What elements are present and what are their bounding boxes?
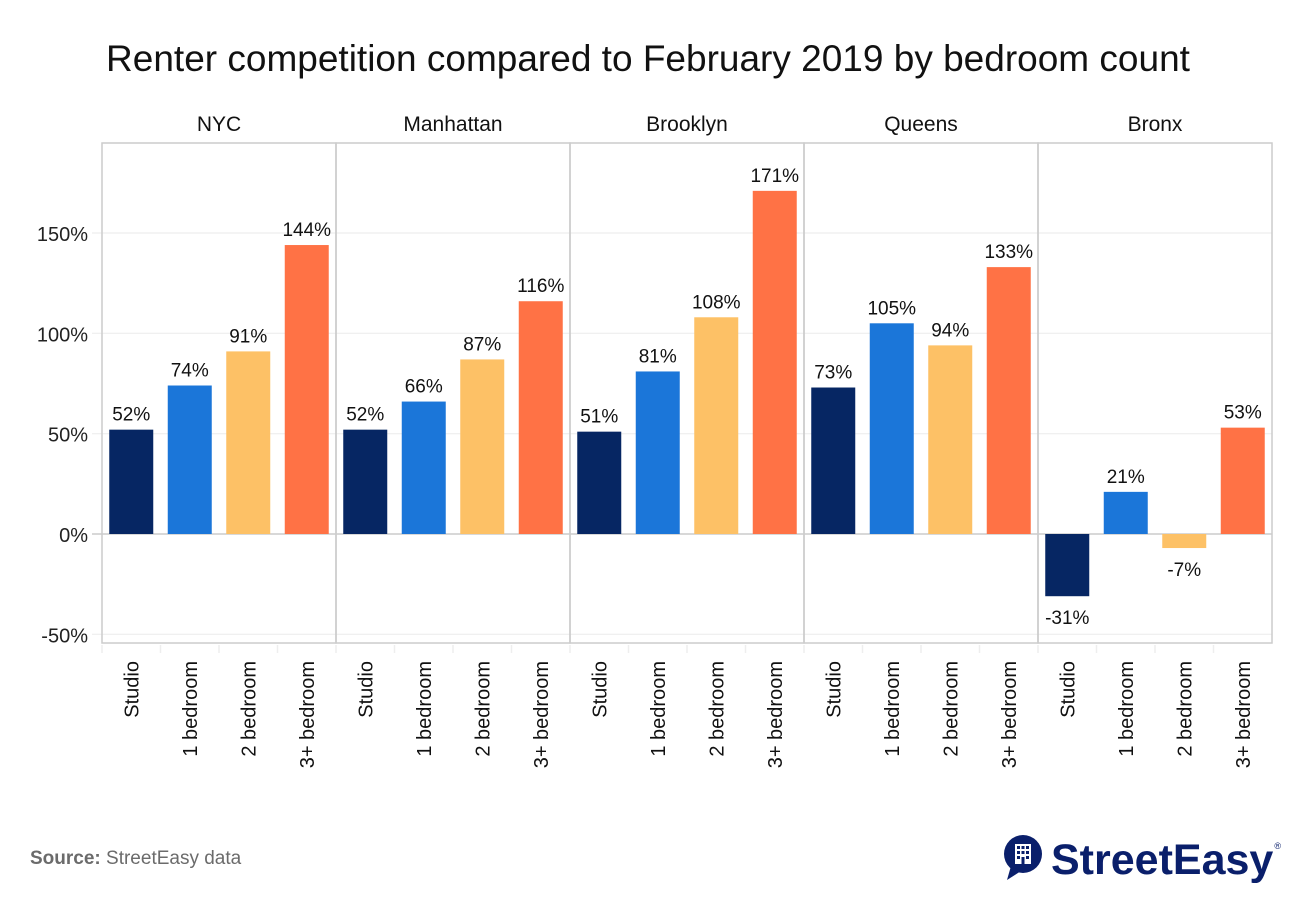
bar (1103, 491, 1148, 534)
x-tick-label: 3+ bedroom (531, 661, 553, 768)
bar (518, 301, 563, 534)
x-tick-label: Studio (823, 661, 845, 718)
data-label: 108% (692, 292, 741, 313)
bar (752, 190, 797, 535)
logo-wordmark: StreetEasy (1051, 835, 1274, 884)
x-tick-label: 1 bedroom (882, 661, 904, 757)
y-tick-label: 50% (48, 425, 88, 447)
data-label: 52% (346, 405, 384, 426)
x-tick-label: Studio (1057, 661, 1079, 718)
y-tick-label: 0% (59, 525, 88, 547)
panel-title: Brooklyn (646, 113, 728, 136)
bar (1220, 427, 1265, 534)
data-label: -31% (1045, 608, 1089, 629)
x-tick-label: 1 bedroom (1116, 661, 1138, 757)
bar (1045, 534, 1090, 597)
bar (109, 429, 154, 534)
bar (226, 351, 271, 534)
bar (343, 429, 388, 534)
x-tick-label: 3+ bedroom (1233, 661, 1255, 768)
x-tick-label: 2 bedroom (238, 661, 260, 757)
bar (167, 385, 212, 534)
x-tick-label: 3+ bedroom (999, 661, 1021, 768)
faceted-bar-chart: -50% 0% 50% 100% 150% NYC 52% Studio 74% 1 bedroo… (37, 113, 1273, 768)
bar (577, 431, 622, 534)
bar (928, 345, 973, 534)
data-label: 116% (517, 276, 564, 297)
y-tick-label: -50% (41, 625, 88, 647)
data-label: 94% (931, 320, 969, 341)
x-tick-label: 1 bedroom (648, 661, 670, 757)
bar (401, 401, 446, 534)
data-label: 52% (112, 405, 150, 426)
registered-mark: ® (1274, 841, 1281, 851)
bar (986, 267, 1031, 534)
x-tick-label: 3+ bedroom (765, 661, 787, 768)
x-tick-label: 1 bedroom (414, 661, 436, 757)
data-label: 87% (463, 334, 501, 355)
bar (694, 317, 739, 534)
data-label: 81% (639, 346, 677, 367)
bar (1162, 534, 1207, 549)
bar (460, 359, 505, 534)
x-tick-label: 2 bedroom (940, 661, 962, 757)
x-tick-label: 2 bedroom (706, 661, 728, 757)
bar (635, 371, 680, 534)
data-label: 105% (867, 298, 916, 319)
source-text: StreetEasy data (106, 848, 242, 869)
data-label: 91% (229, 326, 267, 347)
chart-title: Renter competition compared to February … (106, 38, 1190, 79)
bar (869, 323, 914, 534)
building-speech-bubble-icon (1004, 835, 1042, 880)
data-label: 53% (1224, 403, 1262, 424)
panel-title: Manhattan (403, 113, 502, 136)
streeteasy-logo: StreetEasy ® (1003, 833, 1281, 887)
bar (284, 245, 329, 535)
x-tick-label: Studio (589, 661, 611, 718)
source-note: Source: StreetEasy data (30, 848, 241, 870)
data-label: 74% (171, 361, 209, 382)
panel-frame (1037, 142, 1273, 644)
x-tick-label: Studio (355, 661, 377, 718)
data-label: -7% (1167, 560, 1201, 581)
y-tick-label: 150% (37, 224, 88, 246)
data-label: 144% (282, 220, 331, 241)
data-label: 171% (750, 166, 799, 187)
panel-title: Queens (884, 113, 958, 136)
x-tick-label: 3+ bedroom (297, 661, 319, 768)
data-label: 21% (1107, 467, 1145, 488)
x-tick-label: 1 bedroom (180, 661, 202, 757)
x-tick-label: Studio (121, 661, 143, 718)
data-label: 133% (984, 242, 1033, 263)
x-tick-label: 2 bedroom (1174, 661, 1196, 757)
data-label: 51% (580, 407, 618, 428)
data-label: 66% (405, 377, 443, 398)
panel-title: Bronx (1128, 113, 1183, 136)
y-tick-label: 100% (37, 324, 88, 346)
data-label: 73% (814, 363, 852, 384)
x-tick-label: 2 bedroom (472, 661, 494, 757)
bar (811, 387, 856, 534)
source-label: Source: (30, 848, 101, 869)
panel-title: NYC (197, 113, 241, 136)
